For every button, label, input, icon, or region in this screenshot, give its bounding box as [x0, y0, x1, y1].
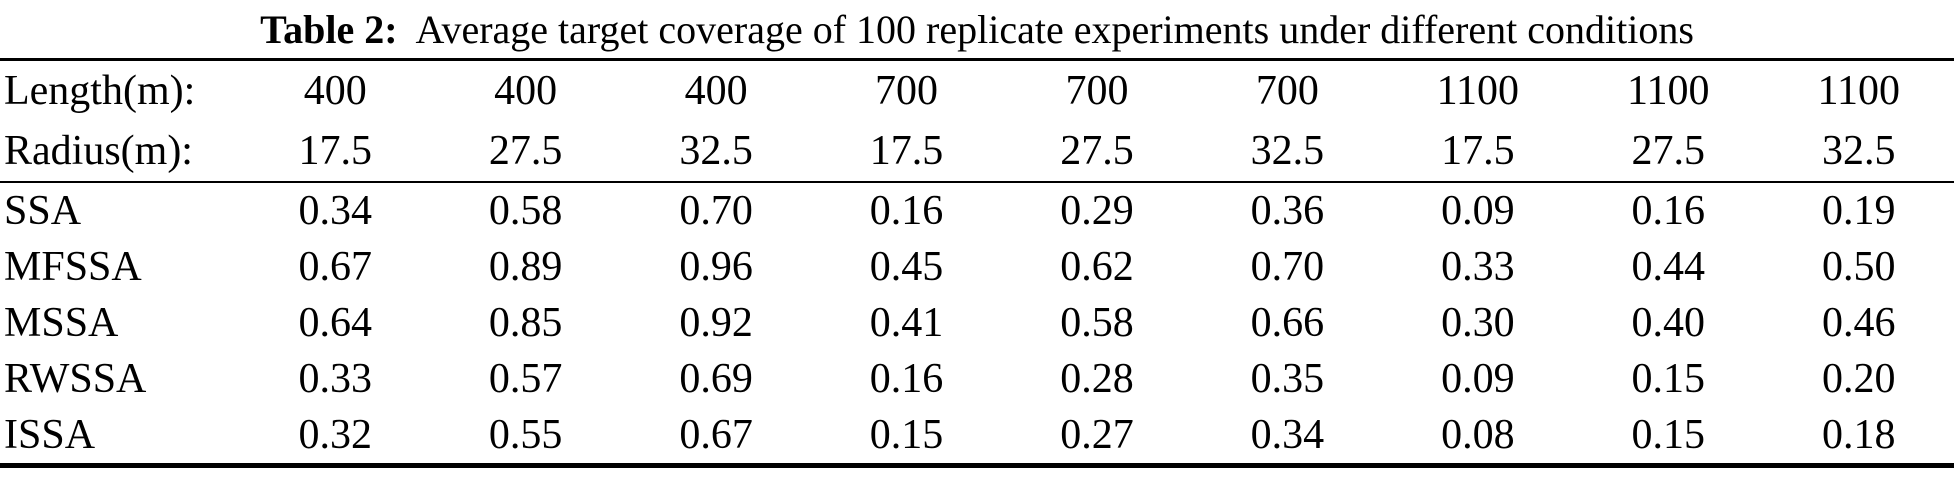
header-cell: 400	[303, 68, 367, 114]
header-cell: 1100	[1436, 68, 1520, 114]
header-cell: 700	[1255, 68, 1319, 114]
cell-value: 0.44	[1631, 244, 1706, 290]
header-cell: 1100	[1627, 68, 1710, 114]
header-cell: 17.5	[811, 121, 1002, 183]
row-label: ISSA	[4, 412, 96, 458]
cell-value: 0.89	[488, 244, 563, 290]
cell-value: 0.32	[298, 412, 372, 458]
cell-value: 0.16	[869, 188, 944, 234]
row-label: SSA	[4, 188, 82, 234]
table-row: SSA 0.34 0.58 0.70 0.16 0.29 0.36 0.09 0.16 0.19	[0, 182, 1954, 239]
cell-value: 0.69	[679, 356, 753, 402]
header-cell: 27.5	[1001, 121, 1193, 183]
cell-value: 0.70	[679, 188, 753, 234]
row-label: MFSSA	[4, 244, 142, 290]
cell-value: 0.66	[1250, 300, 1325, 346]
cell-value: 0.40	[1631, 300, 1706, 346]
cell-value: 0.55	[488, 412, 563, 458]
cell-value: 0.67	[679, 412, 753, 458]
table-body: SSA 0.34 0.58 0.70 0.16 0.29 0.36 0.09 0.16 0.19 M…	[0, 182, 1954, 466]
cell-value: 0.45	[869, 244, 944, 290]
cell-value: 0.62	[1060, 244, 1134, 290]
cell-value: 0.36	[1250, 188, 1325, 234]
cell-value: 0.08	[1441, 412, 1515, 458]
table-caption: Table 2: Average target coverage of 100 r…	[0, 0, 1954, 58]
header-cell: 400	[494, 68, 558, 114]
cell-value: 0.64	[298, 300, 372, 346]
header-row: Length(m): 400 400 400 700 700 700 1100 1100 1100	[0, 60, 1954, 122]
cell-value: 0.50	[1822, 244, 1896, 290]
caption-label: Table 2:	[260, 7, 398, 52]
cell-value: 0.18	[1822, 412, 1896, 458]
header-cell: 27.5	[1573, 121, 1764, 183]
caption-text: Average target coverage of 100 replicate…	[415, 7, 1694, 52]
header-cell: 17.5	[240, 121, 431, 183]
table-header: Length(m): 400 400 400 700 700 700 1100 1100 1100…	[0, 60, 1954, 183]
cell-value: 0.58	[488, 188, 563, 234]
cell-value: 0.57	[488, 356, 563, 402]
cell-value: 0.09	[1441, 356, 1515, 402]
table-row: MFSSA 0.67 0.89 0.96 0.45 0.62 0.70 0.33 0.44 0.5…	[0, 239, 1954, 295]
header-cell: 400	[684, 68, 748, 114]
cell-value: 0.85	[488, 300, 563, 346]
header-row-label: Radius(m):	[0, 121, 240, 183]
cell-value: 0.27	[1060, 412, 1134, 458]
cell-value: 0.33	[298, 356, 372, 402]
cell-value: 0.15	[1631, 412, 1706, 458]
cell-value: 0.28	[1060, 356, 1134, 402]
cell-value: 0.34	[1250, 412, 1325, 458]
header-row-label: Length(m):	[4, 68, 196, 114]
header-cell: 1100	[1817, 68, 1900, 114]
row-label: RWSSA	[4, 356, 147, 402]
table-row: MSSA 0.64 0.85 0.92 0.41 0.58 0.66 0.30 0.40 0.46	[0, 295, 1954, 351]
header-cell: 700	[1065, 68, 1129, 114]
row-label: MSSA	[4, 300, 119, 346]
cell-value: 0.34	[298, 188, 372, 234]
header-cell: 27.5	[430, 121, 621, 183]
header-cell: 17.5	[1382, 121, 1574, 183]
cell-value: 0.16	[869, 356, 944, 402]
cell-value: 0.41	[869, 300, 944, 346]
cell-value: 0.46	[1822, 300, 1896, 346]
header-cell: 32.5	[620, 121, 812, 183]
cell-value: 0.30	[1441, 300, 1515, 346]
cell-value: 0.70	[1250, 244, 1325, 290]
cell-value: 0.92	[679, 300, 753, 346]
cell-value: 0.67	[298, 244, 372, 290]
cell-value: 0.15	[1631, 356, 1706, 402]
cell-value: 0.19	[1822, 188, 1896, 234]
cell-value: 0.33	[1441, 244, 1515, 290]
header-cell: 32.5	[1763, 121, 1954, 183]
header-cell: 32.5	[1192, 121, 1383, 183]
coverage-table: Length(m): 400 400 400 700 700 700 1100 1100 1100…	[0, 58, 1954, 468]
cell-value: 0.16	[1631, 188, 1706, 234]
cell-value: 0.20	[1822, 356, 1896, 402]
cell-value: 0.15	[869, 412, 944, 458]
cell-value: 0.96	[679, 244, 753, 290]
cell-value: 0.09	[1441, 188, 1515, 234]
table-row: RWSSA 0.33 0.57 0.69 0.16 0.28 0.35 0.09 0.15 0.2…	[0, 351, 1954, 407]
header-cell: 700	[875, 68, 939, 114]
table-row: ISSA 0.32 0.55 0.67 0.15 0.27 0.34 0.08 0.15 0.18	[0, 407, 1954, 466]
header-row: Radius(m): 17.5 27.5 32.5 17.5 27.5 32.5 17.5 27…	[0, 121, 1954, 183]
cell-value: 0.58	[1060, 300, 1134, 346]
cell-value: 0.35	[1250, 356, 1325, 402]
cell-value: 0.29	[1060, 188, 1134, 234]
